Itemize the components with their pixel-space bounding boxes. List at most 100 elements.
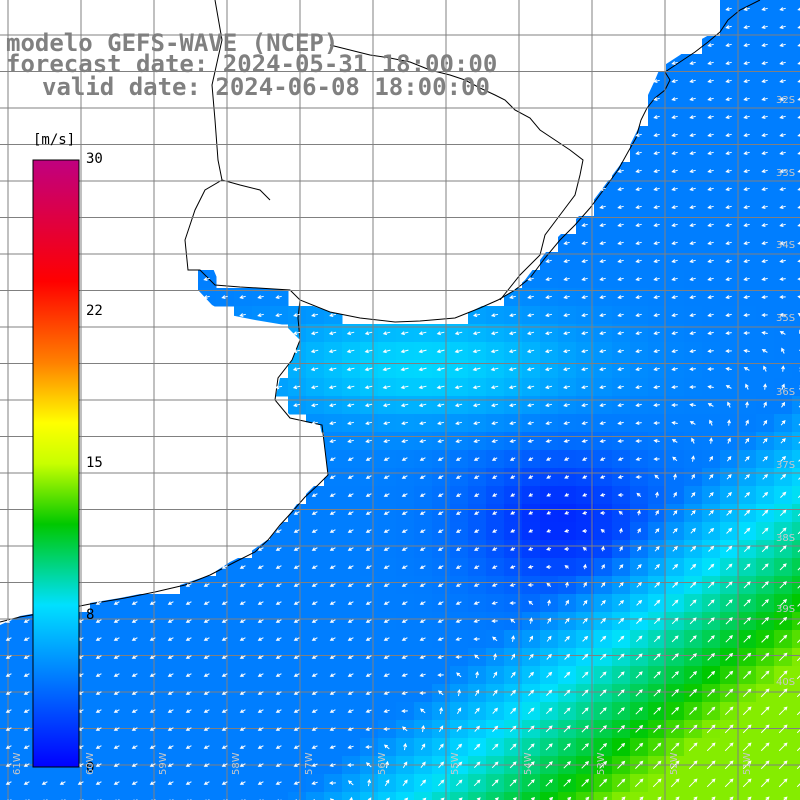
wind-arrow [456,743,463,750]
wind-arrow [582,510,588,515]
wind-arrow [365,691,372,695]
wind-arrow [693,796,698,800]
wind-arrow [527,565,534,569]
wind-arrow [257,601,264,605]
wind-arrow [491,761,499,769]
wind-arrow [473,619,480,623]
wind-cell [792,594,800,613]
wind-arrow [401,439,408,443]
wind-arrow [131,601,138,605]
wind-arrow [527,277,534,281]
wind-arrow [167,655,174,659]
wind-arrow [671,635,679,643]
wind-arrow [725,670,734,679]
wind-arrow [671,653,679,661]
wind-arrow [510,475,516,479]
wind-arrow [725,563,733,571]
wind-arrow [617,295,624,299]
wind-arrow [745,401,749,408]
wind-arrow [293,583,300,587]
wind-cell [792,522,800,541]
wind-arrow [113,601,120,605]
wind-arrow [743,25,750,29]
wind-arrow [761,223,768,227]
wind-arrow [617,313,624,317]
wind-arrow [760,742,770,752]
wind-arrow [707,599,715,607]
wind-arrow [761,205,768,209]
wind-arrow [473,511,480,515]
wind-arrow [329,511,336,515]
wind-arrow [762,491,769,498]
wind-arrow [293,709,300,713]
wind-arrow [311,637,318,641]
lon-label-55w: 55W [450,752,461,775]
wind-arrow [797,531,800,535]
wind-arrow [293,727,300,731]
wind-arrow [688,760,698,770]
wind-arrow [131,655,138,659]
wind-arrow [599,742,608,751]
wind-arrow [329,475,336,479]
wind-arrow [382,385,391,390]
wind-arrow [779,277,786,281]
wind-arrow [564,617,570,624]
wind-arrow [618,582,624,588]
wind-arrow [401,457,408,461]
wind-arrow [437,690,444,696]
wind-arrow [689,277,696,281]
wind-arrow [383,619,390,623]
wind-arrow [725,617,733,625]
wind-arrow [761,151,768,155]
wind-arrow [365,439,372,443]
wind-arrow [546,510,551,515]
wind-arrow [329,781,336,785]
wind-arrow [526,367,535,372]
wind-arrow [401,583,408,587]
wind-arrow [779,295,786,299]
wind-arrow [744,437,750,444]
wind-arrow [797,639,800,643]
wind-arrow [761,259,768,263]
wind-arrow [545,439,552,443]
wind-arrow [743,43,750,47]
wind-arrow [743,563,751,571]
wind-arrow [707,115,714,119]
wind-arrow [419,457,426,461]
wind-arrow [437,619,444,623]
wind-arrow [689,688,698,697]
wind-arrow [725,133,732,137]
wind-arrow [653,385,660,389]
wind-arrow [761,277,768,281]
wind-arrow [527,779,535,787]
wind-arrow [508,331,517,336]
wind-arrow [743,97,750,101]
wind-arrow [635,742,644,751]
wind-arrow [275,565,282,569]
wind-arrow [203,277,210,281]
wind-arrow [95,763,102,767]
wind-arrow [221,601,228,605]
wind-arrow [508,367,517,372]
wind-arrow [635,313,642,317]
wind-arrow [131,709,138,713]
wind-arrow [617,689,625,697]
wind-arrow [347,780,354,786]
wind-arrow [491,439,498,443]
wind-arrow [670,760,680,770]
wind-arrow [653,439,660,443]
wind-arrow [581,689,589,697]
wind-arrow [113,637,120,641]
wind-arrow [275,691,282,695]
wind-arrow [599,760,608,769]
border-line [221,179,271,201]
wind-arrow [706,742,716,752]
lon-label-52w: 52W [669,752,680,775]
wind-arrow [383,709,390,713]
wind-arrow [95,745,102,749]
wind-arrow [293,565,300,569]
wind-arrow [527,331,535,336]
wind-arrow [725,97,732,101]
wind-arrow [383,601,390,605]
